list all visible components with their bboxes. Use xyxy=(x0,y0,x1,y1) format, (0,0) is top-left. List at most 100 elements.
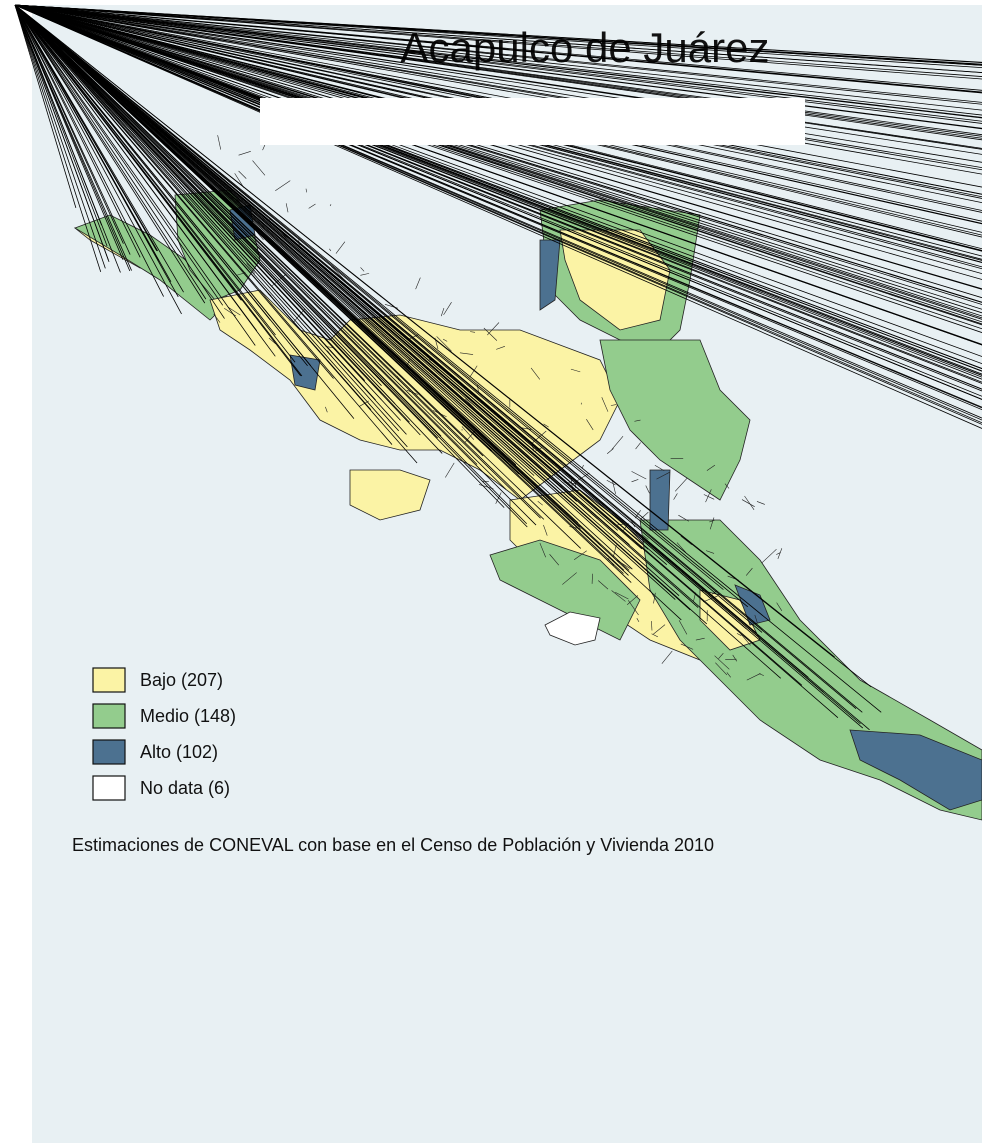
boundary xyxy=(714,655,730,670)
artifact-line xyxy=(14,4,982,124)
boundary xyxy=(576,472,590,482)
boundary xyxy=(776,602,783,611)
artifact-line xyxy=(14,4,982,299)
boundary xyxy=(305,188,307,193)
boundary xyxy=(268,337,276,345)
boundary xyxy=(539,542,546,558)
region xyxy=(699,589,761,651)
boundary xyxy=(597,580,609,590)
artifact-line xyxy=(14,4,624,574)
artifact-line xyxy=(14,4,835,658)
artifact-line xyxy=(14,4,271,321)
boundary xyxy=(610,404,617,406)
artifact-line xyxy=(14,4,102,272)
artifact-line xyxy=(14,4,106,269)
boundary xyxy=(562,572,577,585)
artifact-line xyxy=(14,4,982,357)
artifact-line xyxy=(14,4,982,175)
boundary xyxy=(415,277,421,290)
boundary xyxy=(777,548,783,560)
artifact-line xyxy=(14,4,882,713)
regions xyxy=(74,135,982,821)
boundary xyxy=(543,423,549,428)
artifact-line xyxy=(14,4,355,419)
boundary xyxy=(635,442,641,450)
boundary xyxy=(636,618,640,623)
artifact-line xyxy=(14,4,182,315)
boundary xyxy=(746,673,761,681)
legend-label: Medio (148) xyxy=(140,706,236,726)
boundary xyxy=(443,302,452,316)
artifact-line xyxy=(14,4,982,333)
artifact-line xyxy=(14,4,484,457)
boundary xyxy=(329,248,332,252)
boundary xyxy=(613,544,617,557)
artifact-line xyxy=(14,4,982,91)
artifact-line xyxy=(14,4,982,320)
artifact-line xyxy=(14,4,982,346)
boundary xyxy=(436,336,452,352)
artifact-line xyxy=(14,4,863,713)
boundary xyxy=(406,389,419,395)
region xyxy=(539,239,561,311)
boundary xyxy=(709,519,715,523)
artifact-line xyxy=(14,4,124,260)
legend-label: Alto (102) xyxy=(140,742,218,762)
boundary xyxy=(715,662,728,676)
artifact-line xyxy=(14,4,982,150)
boundary xyxy=(234,173,245,188)
boundary xyxy=(626,595,639,605)
artifact-line xyxy=(14,4,982,111)
boundary xyxy=(656,472,670,480)
boundary xyxy=(653,624,666,635)
artifact-line xyxy=(14,4,982,310)
boundary xyxy=(745,567,753,576)
artifact-line xyxy=(14,4,224,306)
boundary xyxy=(459,352,474,355)
boundary xyxy=(642,535,649,540)
boundary xyxy=(445,462,455,478)
artifact-line xyxy=(14,4,579,524)
boundary xyxy=(703,494,715,500)
boundary xyxy=(726,672,731,678)
artifact-line xyxy=(14,4,418,464)
artifact-line xyxy=(14,4,982,317)
artifact-line xyxy=(14,4,982,105)
boundary xyxy=(325,406,328,413)
boundary xyxy=(732,654,738,662)
boundary xyxy=(285,203,289,213)
boundary xyxy=(335,241,346,254)
boundary xyxy=(661,650,673,664)
boundary xyxy=(740,633,751,646)
boundary xyxy=(440,307,445,317)
boundary xyxy=(496,346,505,350)
boundary xyxy=(651,633,659,638)
artifact-line xyxy=(14,4,982,314)
artifact-line xyxy=(14,4,982,63)
boundary xyxy=(227,306,241,316)
artifact-line xyxy=(14,4,132,271)
boundary xyxy=(673,493,678,500)
artifact-line xyxy=(14,4,184,293)
boundary xyxy=(586,419,594,431)
boundary xyxy=(469,365,478,378)
artifact-line xyxy=(14,4,366,381)
source-note: Estimaciones de CONEVAL con base en el C… xyxy=(72,835,714,855)
boundary xyxy=(611,590,626,602)
artifact-line xyxy=(14,4,537,526)
artifact-line xyxy=(14,4,680,596)
boundary xyxy=(360,267,365,272)
artifact-line xyxy=(14,4,982,137)
legend: Bajo (207) Medio (148) Alto (102) No data (… xyxy=(92,667,236,801)
artifact-line xyxy=(14,4,803,686)
boundary xyxy=(631,479,639,483)
region xyxy=(289,354,321,391)
artifact-line xyxy=(14,4,982,77)
legend-label: Bajo (207) xyxy=(140,670,223,690)
boundary xyxy=(678,514,689,522)
boundary xyxy=(483,327,498,341)
boundary xyxy=(705,489,712,503)
boundary xyxy=(570,368,581,373)
boundary xyxy=(611,479,616,494)
